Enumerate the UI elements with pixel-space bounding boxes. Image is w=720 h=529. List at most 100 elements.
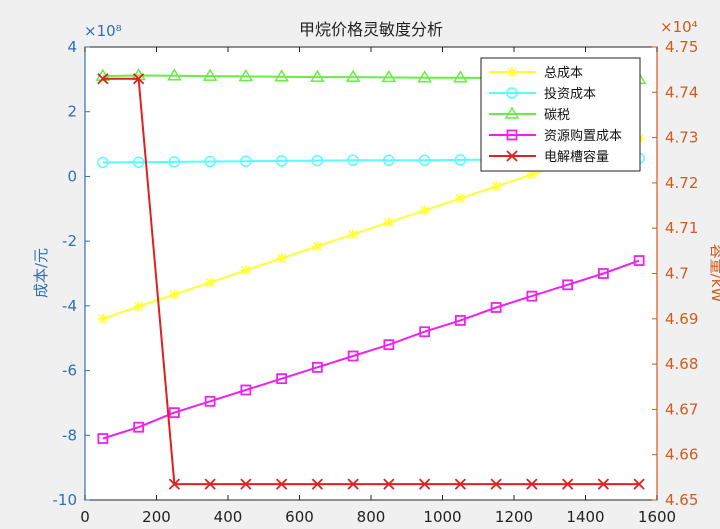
legend-label: 投资成本 (544, 86, 596, 102)
legend-marker (506, 87, 518, 99)
left-exponent-label: ×10⁸ (84, 22, 122, 40)
data-point (345, 69, 361, 82)
y-left-tick-label: 0 (67, 167, 77, 185)
data-point (168, 156, 181, 168)
data-point (132, 156, 145, 168)
data-point (561, 478, 574, 490)
data-point (526, 169, 537, 180)
data-point (490, 302, 502, 313)
legend-label: 碳税 (544, 108, 570, 123)
y-right-tick-label: 4.73 (665, 129, 698, 147)
data-point (167, 68, 182, 81)
y-right-tick-label: 4.7 (665, 265, 689, 283)
series-4 (97, 73, 645, 490)
data-point (347, 478, 359, 490)
data-point (383, 478, 395, 490)
data-point (240, 155, 252, 167)
data-point (417, 70, 432, 83)
legend-entry: 碳税 (489, 106, 570, 123)
legend-label: 总成本 (544, 66, 583, 81)
data-point (202, 68, 218, 81)
legend-marker (504, 106, 520, 119)
data-point (597, 478, 610, 490)
data-point (453, 70, 468, 83)
series-3 (97, 255, 645, 444)
data-point (168, 407, 180, 419)
y-right-tick-label: 4.71 (665, 219, 698, 237)
legend-label: 电解槽容量 (544, 149, 609, 165)
data-point (97, 156, 109, 169)
y-axis-right-label: 容量/kW (708, 244, 720, 303)
data-point (347, 350, 359, 362)
series-line (102, 259, 640, 440)
data-point (347, 154, 359, 166)
data-point (311, 478, 324, 490)
y-right-tick-label: 4.74 (665, 83, 698, 101)
data-point (418, 478, 431, 490)
data-point (97, 73, 109, 85)
y-right-tick-label: 4.65 (665, 491, 698, 509)
y-right-tick-label: 4.69 (665, 310, 698, 328)
data-point (204, 478, 216, 490)
data-point (633, 255, 645, 266)
data-point (454, 154, 467, 166)
data-point (240, 265, 251, 276)
axes-layer: 0 200 400 600 800 1000 1200 1400 1600 4 2 0 -2 -4 -6 -8… (53, 38, 699, 526)
data-point (276, 253, 287, 264)
x-tick-label: 600 (285, 508, 314, 526)
data-point (274, 69, 289, 82)
legend-marker (506, 150, 518, 162)
data-point (383, 339, 395, 351)
data-point (311, 361, 323, 373)
data-point (168, 478, 181, 490)
data-point (97, 433, 109, 444)
x-tick-label: 400 (214, 508, 243, 526)
legend-marker (506, 129, 518, 141)
data-point (526, 478, 538, 490)
x-tick-label: 1400 (566, 508, 604, 526)
y-left-tick-label: -4 (62, 297, 77, 315)
data-point (454, 315, 466, 326)
data-point (276, 373, 288, 385)
data-point (418, 154, 431, 166)
legend-marker (507, 67, 517, 77)
chart-title: 甲烷价格灵敏度分析 (299, 20, 443, 39)
data-point (204, 395, 216, 407)
y-right-tick-label: 4.75 (665, 38, 698, 56)
data-point (633, 478, 645, 490)
x-tick-label: 1000 (423, 508, 461, 526)
series-layer (95, 68, 647, 490)
y-left-tick-label: -2 (62, 232, 77, 250)
x-tick-label: 200 (142, 508, 171, 526)
data-point (383, 154, 395, 166)
data-point (455, 193, 466, 204)
y-left-tick-label: -8 (62, 426, 77, 444)
legend-label: 资源购置成本 (544, 128, 622, 144)
legend-entry: 投资成本 (489, 86, 596, 102)
data-point (169, 289, 180, 300)
data-point (419, 326, 431, 338)
x-tick-label: 1200 (495, 508, 533, 526)
data-point (275, 478, 288, 490)
y-right-tick-label: 4.72 (665, 174, 698, 192)
data-point (132, 73, 145, 85)
data-point (240, 384, 252, 396)
y-right-tick-label: 4.68 (665, 355, 698, 373)
data-point (454, 478, 467, 490)
data-point (133, 301, 144, 312)
data-point (491, 181, 502, 192)
data-point (240, 478, 252, 490)
y-left-tick-label: 4 (67, 38, 77, 56)
right-exponent-label: ×10⁴ (660, 18, 698, 36)
y-left-tick-label: 2 (67, 103, 77, 121)
data-point (381, 69, 397, 83)
data-point (238, 68, 254, 82)
data-point (419, 205, 430, 216)
y-left-tick-label: -10 (53, 491, 78, 509)
data-point (312, 241, 323, 252)
y-right-tick-label: 4.67 (665, 400, 698, 418)
data-point (383, 217, 394, 228)
series-line (102, 77, 640, 486)
